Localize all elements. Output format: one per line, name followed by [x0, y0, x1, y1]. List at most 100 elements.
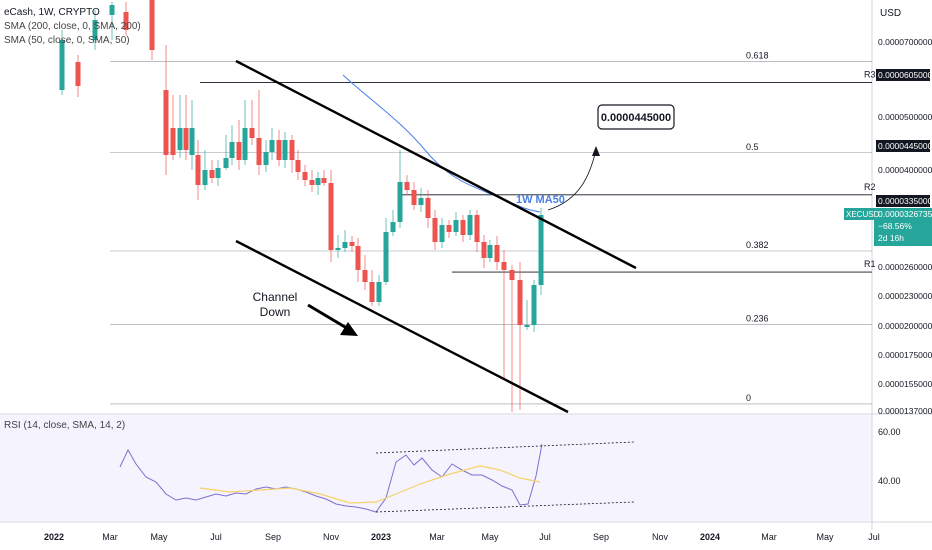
candle-body-41 — [397, 182, 403, 222]
time-tick-2: May — [150, 532, 168, 542]
grid — [0, 0, 932, 530]
rsi-tick-0: 60.00 — [878, 427, 901, 437]
candle-body-33 — [342, 242, 348, 248]
candle-body-23 — [276, 140, 282, 160]
target-box — [597, 104, 675, 130]
symbol-text: XECUSD — [846, 210, 880, 219]
rsi-label[interactable]: RSI (14, close, SMA, 14, 2) — [4, 420, 126, 431]
candle-body-13 — [209, 170, 215, 178]
candle-body-61 — [538, 215, 544, 285]
price-tick-9: 0.0000200000 — [878, 321, 932, 331]
candle-body-31 — [328, 183, 334, 250]
rsi-ma-line — [199, 465, 541, 504]
rsi-channel-upper — [375, 441, 635, 454]
candle-body-51 — [467, 215, 473, 235]
time-tick-6: 2023 — [371, 532, 391, 542]
resistance-levels: R3 R2 R1 — [200, 70, 876, 273]
candle-body-17 — [236, 142, 242, 160]
price-tick-1: 0.0000605000 — [878, 70, 932, 80]
candle-body-8 — [177, 128, 183, 150]
candle-body-55 — [494, 245, 500, 262]
price-tag-bg-1 — [876, 69, 930, 81]
candle-body-24 — [282, 140, 288, 160]
price-tick-0: 0.0000700000 — [878, 37, 932, 47]
price-tick-4: 0.0000400000 — [878, 165, 932, 175]
symbol-tag — [844, 208, 874, 220]
candle-body-30 — [321, 178, 327, 183]
ma50-label: 1W MA50 — [516, 194, 565, 206]
price-tick-10: 0.0000175000 — [878, 350, 932, 360]
channel-arrow-head — [340, 322, 358, 336]
candle-body-58 — [517, 280, 523, 325]
channel-upper-line — [235, 59, 637, 270]
candle-body-25 — [289, 140, 295, 160]
ma50-line — [342, 74, 541, 213]
currency-label[interactable]: USD — [880, 8, 902, 19]
axes: 0.0000700000 0.0000605000 0.0000500000 0.00… — [44, 37, 932, 542]
time-tick-9: Jul — [539, 532, 551, 542]
time-tick-14: May — [816, 532, 834, 542]
candle-body-2 — [92, 20, 98, 40]
candle-body-44 — [418, 198, 424, 205]
price-tick-5: 0.0000335000 — [878, 196, 932, 206]
candle-body-54 — [487, 245, 493, 258]
time-tick-4: Sep — [265, 532, 281, 542]
price-tick-12: 0.0000137000 — [878, 406, 932, 416]
candle-body-5 — [149, 0, 155, 50]
candle-body-60 — [531, 285, 537, 325]
fibonacci-levels: 0.618 0.5 0.382 0.236 0 — [110, 51, 872, 405]
candle-body-43 — [411, 190, 417, 205]
candle-body-57 — [509, 270, 515, 280]
candle-body-12 — [202, 170, 208, 185]
time-tick-7: Mar — [429, 532, 445, 542]
resistance-label-0: R3 — [864, 70, 876, 80]
time-tick-12: 2024 — [700, 532, 720, 542]
fib-label-4: 0 — [746, 393, 751, 403]
candle-body-14 — [215, 168, 221, 178]
candle-body-19 — [249, 128, 255, 138]
live-price-text: 0.0000326735 — [878, 209, 932, 219]
candle-body-48 — [446, 225, 452, 232]
price-change-text: −68.56% — [878, 221, 912, 231]
fib-label-0: 0.618 — [746, 51, 769, 61]
time-tick-10: Sep — [593, 532, 609, 542]
candle-body-7 — [170, 128, 176, 155]
candle-body-11 — [195, 155, 201, 185]
rsi-line — [119, 443, 543, 513]
candle-body-10 — [189, 128, 195, 155]
candle-body-32 — [335, 248, 341, 250]
channel-lower-line — [235, 239, 569, 414]
price-tick-11: 0.0000155000 — [878, 379, 932, 389]
time-tick-8: May — [481, 532, 499, 542]
target-label: 0.0000445000 — [601, 112, 671, 124]
target-arrow-curve — [547, 149, 597, 211]
candle-body-22 — [269, 140, 275, 152]
sma200-label[interactable]: SMA (200, close, 0, SMA, 200) — [4, 21, 141, 32]
candle-body-36 — [362, 270, 368, 282]
candle-body-39 — [383, 232, 389, 282]
time-tick-13: Mar — [761, 532, 777, 542]
time-tick-11: Nov — [652, 532, 669, 542]
channel-label-2: Down — [260, 305, 291, 319]
candle-body-45 — [425, 198, 431, 218]
price-tag-bg-5 — [876, 195, 930, 207]
time-tick-1: Mar — [102, 532, 118, 542]
fib-label-1: 0.5 — [746, 142, 759, 152]
resistance-label-1: R2 — [864, 182, 876, 192]
candle-body-26 — [295, 160, 301, 172]
countdown-text: 2d 16h — [878, 233, 904, 243]
rsi-background — [0, 415, 872, 521]
price-tick-3: 0.0000445000 — [878, 141, 932, 151]
target-arrow-head — [592, 146, 600, 156]
candle-body-40 — [390, 222, 396, 232]
symbol-title[interactable]: eCash, 1W, CRYPTO — [4, 7, 100, 18]
time-tick-15: Jul — [868, 532, 880, 542]
candle-body-38 — [376, 282, 382, 302]
price-tick-2: 0.0000500000 — [878, 112, 932, 122]
candle-body-20 — [256, 138, 262, 165]
candle-body-42 — [404, 182, 410, 190]
candles — [59, 0, 544, 412]
resistance-label-2: R1 — [864, 259, 876, 269]
sma50-label[interactable]: SMA (50, close, 0, SMA, 50) — [4, 35, 130, 46]
